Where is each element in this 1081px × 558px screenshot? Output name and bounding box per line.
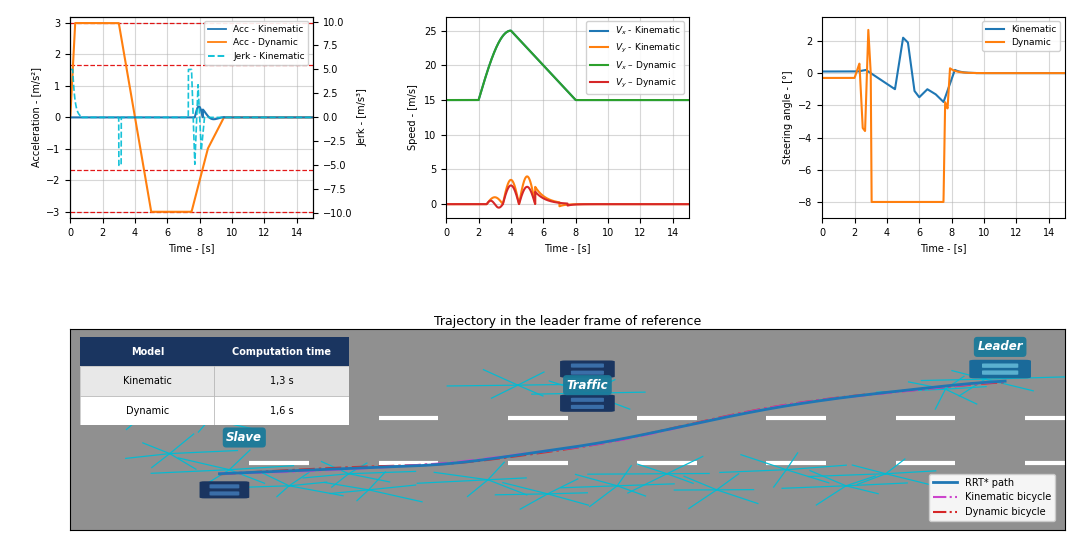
- FancyBboxPatch shape: [970, 360, 1031, 378]
- $V_y$ - Kinematic: [533, 189, 546, 196]
- Dynamic: [865, 199, 878, 205]
- $V_x$ – Dynamic: [467, 97, 480, 103]
- Dynamic: [1054, 70, 1067, 76]
- Dynamic: [816, 75, 829, 81]
- Dynamic: [862, 27, 875, 33]
- Y-axis label: Speed - [m/s]: Speed - [m/s]: [409, 84, 418, 150]
- Dynamic: [920, 199, 933, 205]
- Text: Slave: Slave: [226, 431, 263, 444]
- Line: $V_y$ - Kinematic: $V_y$ - Kinematic: [446, 176, 689, 206]
- Title: Trajectory in the leader frame of reference: Trajectory in the leader frame of refere…: [433, 315, 702, 328]
- Text: Leader: Leader: [977, 340, 1023, 353]
- Legend: Acc - Kinematic, Acc - Dynamic, Jerk - Kinematic: Acc - Kinematic, Acc - Dynamic, Jerk - K…: [204, 21, 308, 65]
- $V_y$ – Dynamic: [492, 204, 505, 211]
- $V_x$ - Kinematic: [682, 97, 695, 103]
- $V_x$ – Dynamic: [678, 97, 691, 103]
- Line: $V_y$ – Dynamic: $V_y$ – Dynamic: [446, 185, 689, 208]
- $V_x$ – Dynamic: [652, 97, 665, 103]
- $V_y$ - Kinematic: [467, 201, 480, 208]
- $V_y$ - Kinematic: [652, 201, 665, 208]
- $V_y$ – Dynamic: [533, 193, 546, 199]
- $V_x$ - Kinematic: [533, 58, 546, 65]
- FancyBboxPatch shape: [571, 398, 604, 402]
- $V_y$ - Kinematic: [678, 201, 691, 208]
- Dynamic: [858, 127, 871, 133]
- $V_x$ – Dynamic: [505, 27, 518, 34]
- Text: Traffic: Traffic: [566, 379, 609, 392]
- $V_y$ – Dynamic: [678, 201, 691, 208]
- $V_y$ – Dynamic: [682, 201, 695, 208]
- Kinematic: [816, 68, 829, 75]
- Kinematic: [1028, 70, 1041, 76]
- $V_x$ - Kinematic: [482, 65, 495, 72]
- Dynamic: [1058, 70, 1071, 76]
- Legend: RRT* path, Kinematic bicycle, Dynamic bicycle: RRT* path, Kinematic bicycle, Dynamic bi…: [929, 474, 1055, 521]
- $V_y$ - Kinematic: [553, 203, 566, 210]
- Kinematic: [843, 68, 856, 75]
- $V_x$ - Kinematic: [544, 69, 557, 76]
- Kinematic: [937, 99, 950, 105]
- $V_x$ – Dynamic: [544, 69, 557, 76]
- X-axis label: Time - [s]: Time - [s]: [920, 243, 966, 253]
- Line: $V_x$ - Kinematic: $V_x$ - Kinematic: [446, 31, 689, 100]
- $V_y$ – Dynamic: [652, 201, 665, 208]
- X-axis label: Time - [s]: Time - [s]: [544, 243, 591, 253]
- FancyBboxPatch shape: [571, 363, 604, 368]
- FancyBboxPatch shape: [200, 482, 250, 498]
- FancyBboxPatch shape: [560, 395, 615, 412]
- Kinematic: [919, 88, 932, 94]
- $V_x$ – Dynamic: [533, 58, 546, 65]
- Y-axis label: Steering angle - [°]: Steering angle - [°]: [783, 70, 792, 164]
- X-axis label: Time - [s]: Time - [s]: [169, 243, 215, 253]
- $V_x$ - Kinematic: [678, 97, 691, 103]
- Kinematic: [1058, 70, 1071, 76]
- FancyBboxPatch shape: [210, 484, 239, 488]
- $V_x$ - Kinematic: [467, 97, 480, 103]
- Line: $V_x$ – Dynamic: $V_x$ – Dynamic: [446, 31, 689, 100]
- Line: Dynamic: Dynamic: [823, 30, 1065, 202]
- FancyBboxPatch shape: [571, 405, 604, 409]
- $V_x$ - Kinematic: [652, 97, 665, 103]
- $V_y$ - Kinematic: [440, 201, 453, 208]
- $V_x$ – Dynamic: [682, 97, 695, 103]
- $V_y$ - Kinematic: [482, 199, 495, 205]
- FancyBboxPatch shape: [982, 363, 1018, 368]
- $V_y$ - Kinematic: [544, 196, 557, 203]
- $V_y$ – Dynamic: [440, 201, 453, 208]
- Y-axis label: Acceleration - [m/s²]: Acceleration - [m/s²]: [30, 68, 41, 167]
- Kinematic: [896, 35, 909, 41]
- FancyBboxPatch shape: [210, 492, 239, 496]
- Kinematic: [909, 89, 922, 95]
- $V_x$ – Dynamic: [440, 97, 453, 103]
- $V_x$ - Kinematic: [505, 27, 518, 34]
- $V_y$ – Dynamic: [544, 198, 557, 204]
- Dynamic: [1028, 70, 1041, 76]
- $V_y$ – Dynamic: [505, 182, 518, 189]
- Legend: Kinematic, Dynamic: Kinematic, Dynamic: [983, 21, 1060, 51]
- $V_x$ - Kinematic: [440, 97, 453, 103]
- $V_x$ – Dynamic: [482, 65, 495, 72]
- FancyBboxPatch shape: [560, 360, 615, 378]
- $V_y$ – Dynamic: [467, 201, 480, 208]
- $V_y$ - Kinematic: [682, 201, 695, 208]
- Kinematic: [858, 67, 871, 74]
- FancyBboxPatch shape: [571, 371, 604, 375]
- Legend: $V_x$ - Kinematic, $V_y$ - Kinematic, $V_x$ – Dynamic, $V_y$ – Dynamic: $V_x$ - Kinematic, $V_y$ - Kinematic, $V…: [586, 21, 684, 94]
- $V_y$ – Dynamic: [482, 199, 495, 205]
- Y-axis label: Jerk - [m/s³]: Jerk - [m/s³]: [358, 89, 368, 146]
- $V_y$ - Kinematic: [521, 173, 534, 180]
- FancyBboxPatch shape: [982, 371, 1018, 375]
- Kinematic: [1054, 70, 1067, 76]
- Line: Kinematic: Kinematic: [823, 38, 1065, 102]
- Dynamic: [909, 199, 922, 205]
- Dynamic: [843, 75, 856, 81]
